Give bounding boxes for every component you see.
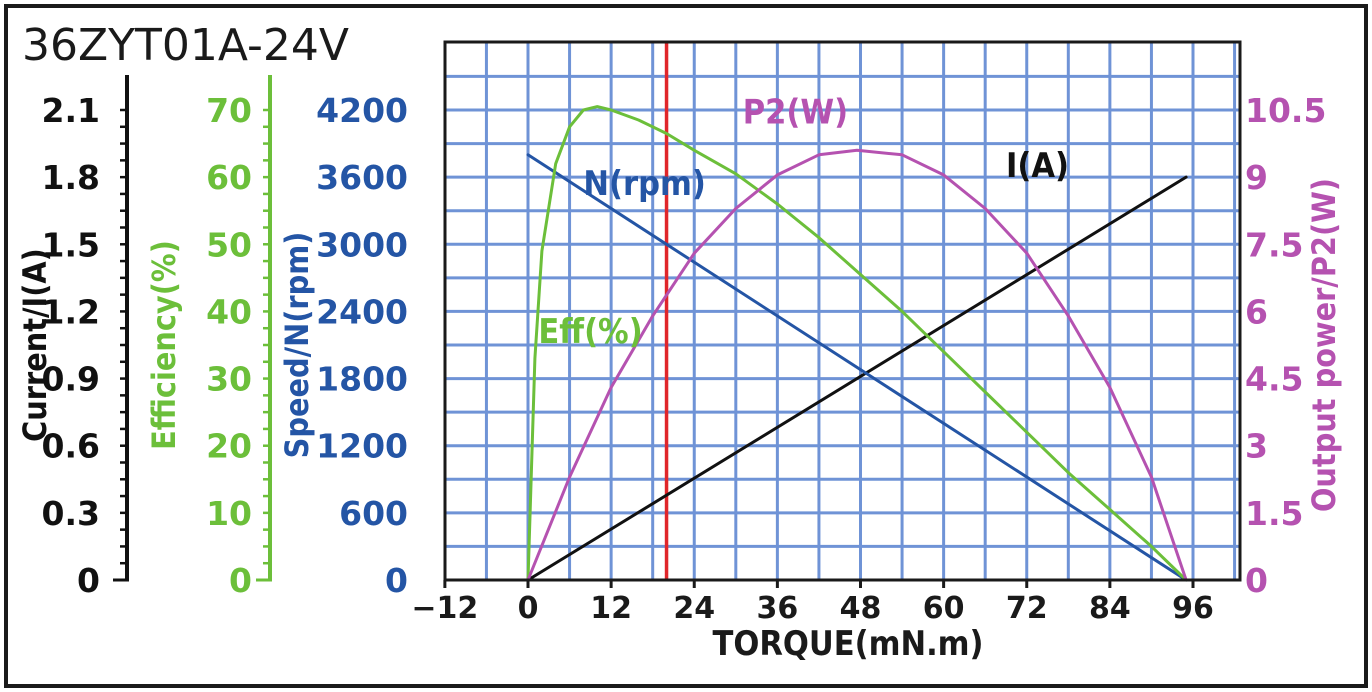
y-tick-label: 50	[206, 225, 252, 264]
y-tick-label: 40	[206, 292, 252, 331]
y-tick-label: 0	[385, 561, 408, 600]
x-tick-label: −12	[411, 591, 478, 626]
y-tick-label: 3600	[316, 158, 408, 197]
series-line-eff	[526, 105, 1188, 582]
y-tick-label: 0	[77, 561, 100, 600]
y-tick-label: 0.3	[42, 494, 100, 533]
series-label: I(A)	[1006, 146, 1069, 186]
y-axis-speed: 0 600 1200 1800 2400 3000 3600 4200 Speed/N(rpm)	[278, 91, 408, 600]
series-line-p2-w	[526, 148, 1188, 582]
series-line-i-a	[526, 175, 1188, 582]
y-axis-title: Current/I(A)	[16, 248, 54, 442]
y-tick-label: 2.1	[42, 91, 100, 130]
y-tick-label: 1.5	[1245, 494, 1303, 533]
y-tick-label: 1800	[316, 360, 408, 399]
x-tick-label: 24	[673, 591, 715, 626]
y-tick-label: 4200	[316, 91, 408, 130]
y-tick-label: 60	[206, 158, 252, 197]
y-axis-title: Output power/P2(W)	[1305, 178, 1343, 512]
x-tick-label: 84	[1089, 591, 1131, 626]
y-tick-label: 1.8	[42, 158, 100, 197]
x-tick-label: 12	[590, 591, 632, 626]
y-tick-label: 10.5	[1245, 91, 1326, 130]
chart-title: 36ZYT01A-24V	[22, 20, 349, 71]
y-tick-label: 0	[1245, 561, 1268, 600]
series-label: N(rpm)	[583, 164, 705, 204]
y-axis-efficiency: 0 10 20 30 40 50 60 70 Efficiency(%)	[145, 75, 272, 600]
y-tick-label: 600	[339, 494, 408, 533]
series-line-n-rpm	[526, 153, 1188, 582]
series-label: P2(W)	[743, 92, 848, 132]
y-tick-label: 0.9	[42, 360, 100, 399]
series-layer: I(A) N(rpm) Eff(%) P2(W)	[526, 42, 1188, 582]
y-tick-label: 30	[206, 360, 252, 399]
y-axis-title: Efficiency(%)	[145, 240, 183, 450]
y-tick-label: 3000	[316, 225, 408, 264]
y-tick-label: 1.5	[42, 225, 100, 264]
x-axis-label: TORQUE(mN.m)	[712, 624, 983, 664]
y-tick-label: 10	[206, 494, 252, 533]
grid	[445, 42, 1240, 580]
y-tick-label: 0.6	[42, 427, 100, 466]
y-axis-current: 0 0.3 0.6 0.9 1.2 1.5 1.8 2.1 Current/I(A)	[16, 75, 129, 600]
y-tick-label: 4.5	[1245, 360, 1303, 399]
x-tick-label: 0	[518, 591, 539, 626]
x-tick-label: 60	[923, 591, 965, 626]
y-tick-label: 1200	[316, 427, 408, 466]
x-tick-label: 36	[757, 591, 799, 626]
series-label: Eff(%)	[538, 312, 642, 352]
y-axis-power: 0 1.5 3 4.5 6 7.5 9 10.5 Output power/P2(W)	[1245, 91, 1343, 600]
y-tick-label: 20	[206, 427, 252, 466]
y-tick-label: 9	[1245, 158, 1268, 197]
y-tick-label: 2400	[316, 292, 408, 331]
y-tick-label: 70	[206, 91, 252, 130]
y-tick-label: 0	[229, 561, 252, 600]
y-tick-label: 3	[1245, 427, 1268, 466]
y-tick-label: 6	[1245, 292, 1268, 331]
axes-layer: −12 0 12 24 36 48 60 72 84 9600.30.60.91.21.51.82…	[16, 40, 1343, 626]
y-tick-label: 7.5	[1245, 225, 1303, 264]
x-tick-label: 96	[1172, 591, 1214, 626]
x-tick-label: 48	[840, 591, 882, 626]
plot-frame	[443, 40, 1242, 582]
x-tick-label: 72	[1006, 591, 1048, 626]
y-axis-title: Speed/N(rpm)	[278, 232, 316, 459]
y-tick-label: 1.2	[42, 292, 100, 331]
